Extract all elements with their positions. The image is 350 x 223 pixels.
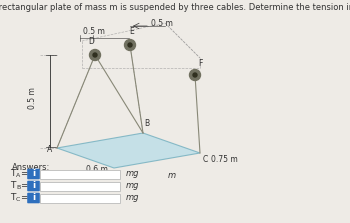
Text: Answers:: Answers: (12, 163, 50, 172)
FancyBboxPatch shape (27, 193, 40, 203)
FancyBboxPatch shape (40, 182, 120, 190)
Text: T: T (10, 182, 15, 190)
Text: mg: mg (126, 194, 140, 202)
Text: =: = (20, 182, 28, 190)
Circle shape (193, 73, 197, 77)
Text: mg: mg (126, 169, 140, 178)
Text: 0.5 m: 0.5 m (151, 19, 173, 27)
Text: mg: mg (126, 182, 140, 190)
Text: C: C (203, 155, 208, 164)
Text: D: D (88, 37, 94, 46)
Text: The uniform rectangular plate of mass m is suspended by three cables. Determine : The uniform rectangular plate of mass m … (0, 3, 350, 12)
Text: 0.6 m: 0.6 m (86, 165, 108, 174)
Text: C: C (16, 197, 20, 202)
Text: m: m (168, 171, 176, 180)
Text: T: T (10, 194, 15, 202)
Text: 0.75 m: 0.75 m (211, 155, 238, 163)
Text: E: E (130, 27, 134, 36)
Text: B: B (144, 119, 149, 128)
Text: B: B (16, 185, 20, 190)
Circle shape (93, 53, 97, 57)
Text: A: A (47, 145, 52, 153)
Text: i: i (32, 169, 35, 178)
Text: =: = (20, 169, 28, 178)
Text: i: i (32, 182, 35, 190)
Text: T: T (10, 169, 15, 178)
Circle shape (125, 39, 135, 50)
Text: 0.5 m: 0.5 m (28, 87, 37, 109)
Text: =: = (20, 194, 28, 202)
Circle shape (128, 43, 132, 47)
Text: F: F (198, 59, 202, 68)
Text: i: i (32, 194, 35, 202)
FancyBboxPatch shape (40, 194, 120, 202)
Circle shape (90, 50, 100, 60)
Text: A: A (16, 173, 20, 178)
Polygon shape (57, 133, 200, 168)
FancyBboxPatch shape (27, 169, 40, 179)
Circle shape (189, 70, 201, 81)
Text: 0.5 m: 0.5 m (83, 27, 105, 37)
FancyBboxPatch shape (27, 181, 40, 191)
FancyBboxPatch shape (40, 169, 120, 178)
